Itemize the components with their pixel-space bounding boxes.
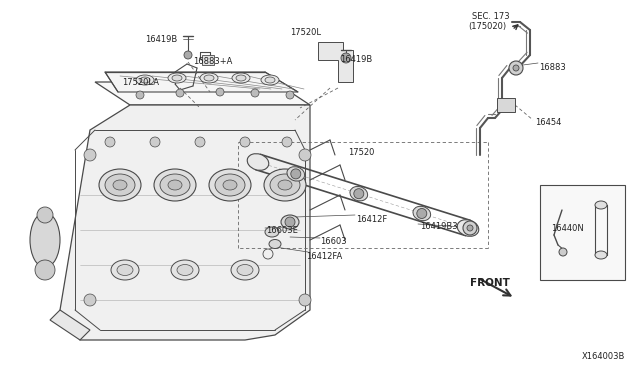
Circle shape — [240, 137, 250, 147]
Ellipse shape — [209, 169, 251, 201]
Circle shape — [176, 89, 184, 97]
Circle shape — [559, 248, 567, 256]
Ellipse shape — [457, 220, 479, 236]
Ellipse shape — [232, 73, 250, 83]
Ellipse shape — [231, 260, 259, 280]
Text: 16412FA: 16412FA — [306, 252, 342, 261]
Circle shape — [513, 65, 519, 71]
Circle shape — [463, 221, 477, 235]
Ellipse shape — [287, 167, 305, 181]
Text: 16419B3: 16419B3 — [420, 222, 458, 231]
Ellipse shape — [111, 260, 139, 280]
Ellipse shape — [270, 174, 300, 196]
Ellipse shape — [105, 174, 135, 196]
Circle shape — [467, 225, 473, 231]
Ellipse shape — [223, 180, 237, 190]
Text: 17520L: 17520L — [290, 28, 321, 37]
Ellipse shape — [200, 73, 218, 83]
Text: 16454: 16454 — [535, 118, 561, 127]
Ellipse shape — [595, 201, 607, 209]
Circle shape — [35, 260, 55, 280]
Bar — [202, 55, 214, 65]
Ellipse shape — [99, 169, 141, 201]
Text: 17520LA: 17520LA — [122, 78, 159, 87]
Ellipse shape — [413, 206, 431, 221]
Text: 16883+A: 16883+A — [193, 57, 232, 66]
Text: 16412F: 16412F — [356, 215, 387, 224]
Text: (175020): (175020) — [468, 22, 506, 31]
Ellipse shape — [136, 75, 154, 85]
Circle shape — [291, 169, 301, 179]
Circle shape — [216, 88, 224, 96]
Ellipse shape — [264, 169, 306, 201]
Circle shape — [354, 189, 364, 199]
Polygon shape — [50, 310, 90, 340]
Text: SEC. 173: SEC. 173 — [472, 12, 509, 21]
Circle shape — [150, 137, 160, 147]
Circle shape — [251, 89, 259, 97]
Circle shape — [285, 217, 295, 227]
Ellipse shape — [236, 75, 246, 81]
Circle shape — [84, 149, 96, 161]
Circle shape — [286, 91, 294, 99]
Text: 16419B: 16419B — [340, 55, 372, 64]
Polygon shape — [105, 72, 298, 92]
Text: 16440N: 16440N — [551, 224, 584, 233]
Ellipse shape — [215, 174, 245, 196]
Ellipse shape — [278, 180, 292, 190]
Ellipse shape — [168, 73, 186, 83]
Text: 17520: 17520 — [348, 148, 374, 157]
Circle shape — [282, 137, 292, 147]
Ellipse shape — [247, 154, 269, 170]
Ellipse shape — [261, 75, 279, 85]
Ellipse shape — [265, 227, 279, 237]
Ellipse shape — [113, 180, 127, 190]
Ellipse shape — [171, 260, 199, 280]
Ellipse shape — [117, 264, 133, 276]
Ellipse shape — [30, 212, 60, 267]
Circle shape — [184, 51, 192, 59]
Bar — [497, 98, 515, 112]
Ellipse shape — [160, 174, 190, 196]
Circle shape — [299, 294, 311, 306]
Circle shape — [195, 137, 205, 147]
Text: X164003B: X164003B — [582, 352, 625, 361]
Ellipse shape — [595, 251, 607, 259]
Circle shape — [37, 207, 53, 223]
Ellipse shape — [265, 77, 275, 83]
Circle shape — [417, 208, 427, 218]
Circle shape — [105, 137, 115, 147]
Ellipse shape — [172, 75, 182, 81]
Ellipse shape — [350, 186, 367, 201]
Ellipse shape — [177, 264, 193, 276]
Bar — [540, 185, 625, 280]
Ellipse shape — [140, 77, 150, 83]
Ellipse shape — [269, 240, 281, 248]
Text: 16883: 16883 — [539, 63, 566, 72]
Polygon shape — [318, 42, 353, 82]
Polygon shape — [95, 82, 310, 105]
Circle shape — [509, 61, 523, 75]
Text: 16603E: 16603E — [266, 226, 298, 235]
Ellipse shape — [204, 75, 214, 81]
Circle shape — [341, 53, 351, 63]
Text: 16603: 16603 — [320, 237, 347, 246]
Text: FRONT: FRONT — [470, 278, 510, 288]
Circle shape — [136, 91, 144, 99]
Text: 16419B: 16419B — [145, 35, 177, 44]
Circle shape — [299, 149, 311, 161]
Circle shape — [84, 294, 96, 306]
Polygon shape — [60, 105, 310, 340]
Ellipse shape — [281, 215, 299, 229]
Ellipse shape — [154, 169, 196, 201]
Ellipse shape — [237, 264, 253, 276]
Ellipse shape — [168, 180, 182, 190]
